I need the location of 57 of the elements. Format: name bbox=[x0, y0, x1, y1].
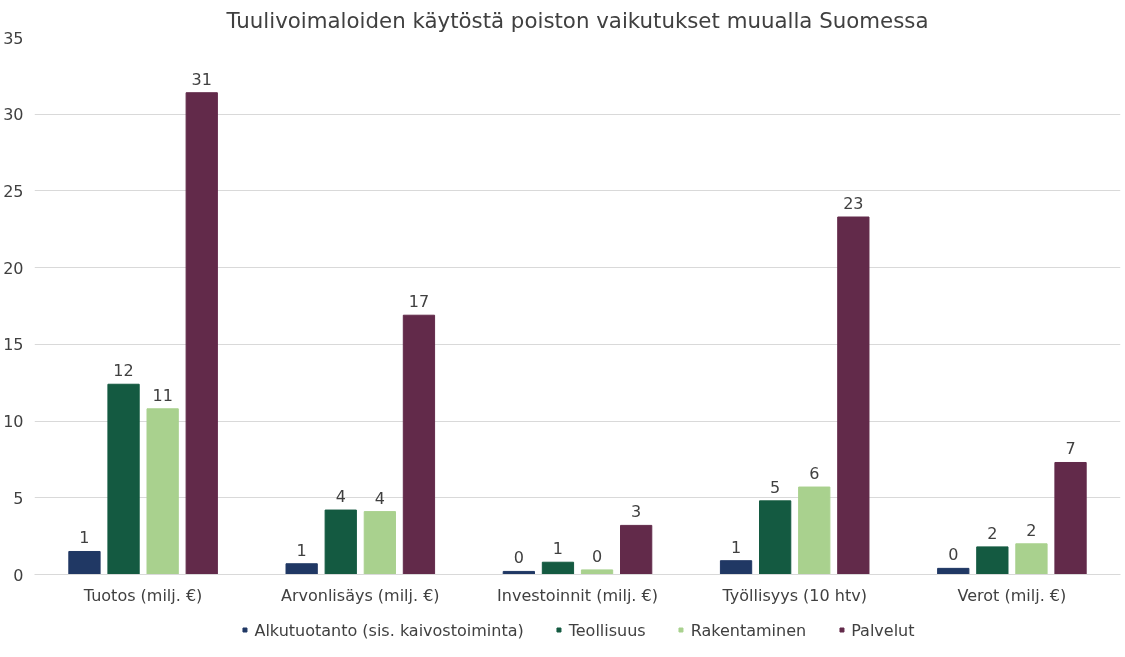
y-tick-label: 30 bbox=[3, 105, 24, 125]
x-tick-label: Tuotos (milj. €) bbox=[82, 585, 203, 605]
y-tick-label: 35 bbox=[3, 28, 24, 48]
bar bbox=[580, 569, 614, 575]
legend-label: Teollisuus bbox=[568, 620, 646, 639]
legend-label: Rakentaminen bbox=[690, 620, 807, 639]
y-tick-label: 15 bbox=[3, 335, 24, 355]
chart-title: Tuulivoimaloiden käytöstä poiston vaikutukset muualla Suomessa bbox=[225, 7, 929, 33]
data-label: 5 bbox=[770, 477, 781, 497]
bar bbox=[185, 92, 218, 575]
bar bbox=[285, 563, 318, 575]
y-tick-label: 10 bbox=[3, 412, 24, 432]
x-tick-label: Investoinnit (milj. €) bbox=[497, 585, 658, 605]
bar bbox=[719, 560, 753, 575]
data-label: 0 bbox=[591, 546, 603, 566]
legend-label: Alkutuotanto (sis. kaivostoiminta) bbox=[254, 620, 524, 639]
bar bbox=[837, 216, 870, 575]
data-label: 31 bbox=[191, 69, 212, 89]
y-tick-label: 0 bbox=[13, 565, 24, 585]
data-label: 1 bbox=[730, 537, 742, 557]
data-label: 17 bbox=[408, 292, 430, 312]
bar bbox=[1054, 462, 1087, 575]
bar bbox=[324, 509, 357, 575]
data-label: 7 bbox=[1065, 439, 1076, 459]
data-label: 1 bbox=[79, 528, 90, 548]
bar bbox=[1015, 543, 1048, 575]
bar bbox=[759, 500, 792, 575]
bar bbox=[68, 550, 101, 575]
bar bbox=[620, 524, 653, 575]
data-label: 4 bbox=[374, 488, 385, 508]
bar bbox=[402, 314, 436, 575]
bar bbox=[798, 486, 831, 575]
data-label: 1 bbox=[552, 539, 564, 559]
data-label: 0 bbox=[948, 545, 959, 565]
data-label: 6 bbox=[809, 464, 820, 484]
bar bbox=[976, 546, 1009, 575]
legend-label: Palvelut bbox=[851, 620, 915, 639]
bar bbox=[541, 561, 575, 575]
bar bbox=[146, 408, 179, 575]
data-label: 3 bbox=[631, 502, 642, 522]
data-label: 11 bbox=[152, 385, 173, 405]
x-tick-label: Työllisyys (10 htv) bbox=[721, 585, 867, 605]
y-tick-label: 5 bbox=[13, 488, 24, 508]
y-tick-label: 20 bbox=[3, 258, 24, 278]
data-label: 4 bbox=[335, 487, 346, 507]
data-label: 2 bbox=[987, 523, 998, 543]
data-label: 1 bbox=[296, 540, 307, 560]
x-tick-label: Verot (milj. €) bbox=[957, 585, 1067, 605]
bar bbox=[937, 567, 970, 575]
bar bbox=[107, 383, 140, 575]
data-label: 2 bbox=[1026, 520, 1037, 540]
bar bbox=[363, 511, 396, 575]
data-label: 23 bbox=[843, 194, 864, 214]
y-tick-label: 25 bbox=[3, 181, 24, 201]
x-tick-label: Arvonlisäys (milj. €) bbox=[281, 585, 440, 605]
data-label: 0 bbox=[513, 548, 524, 568]
data-label: 12 bbox=[113, 361, 134, 381]
